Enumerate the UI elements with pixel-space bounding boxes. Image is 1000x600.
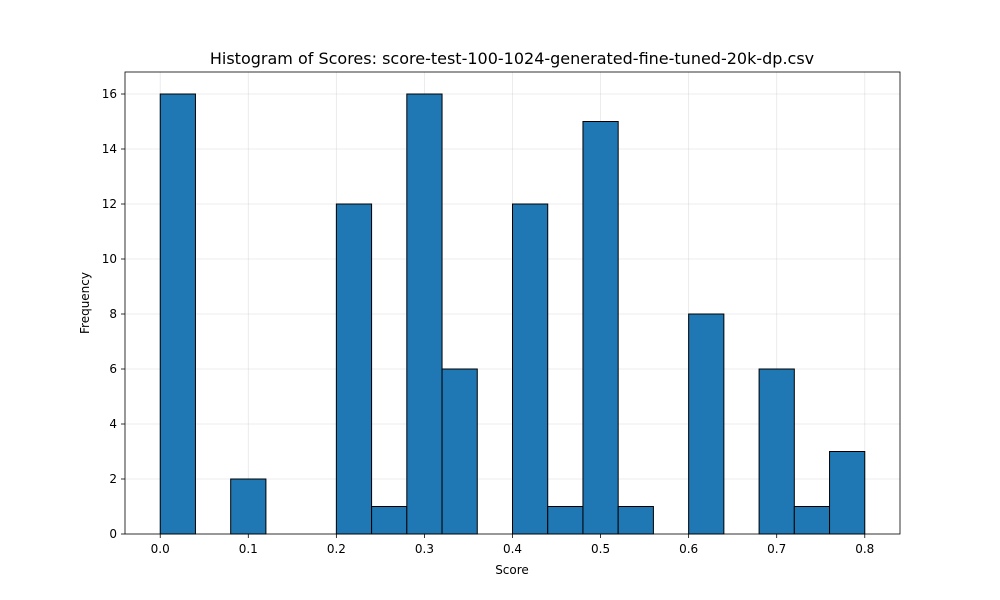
x-tick-label: 0.0 <box>151 542 170 556</box>
y-tick-label: 10 <box>102 252 117 266</box>
x-tick-label: 0.5 <box>591 542 610 556</box>
y-tick-label: 14 <box>102 142 117 156</box>
x-tick-label: 0.2 <box>327 542 346 556</box>
histogram-bar <box>335 203 373 535</box>
x-tick-label: 0.4 <box>503 542 522 556</box>
x-axis-label: Score <box>495 563 529 577</box>
y-tick-label: 6 <box>109 362 117 376</box>
histogram-bars <box>159 93 866 535</box>
x-tick-label: 0.8 <box>855 542 874 556</box>
x-tick-label: 0.1 <box>239 542 258 556</box>
y-tick-label: 4 <box>109 417 117 431</box>
histogram-bar <box>441 368 478 535</box>
histogram-bar <box>547 506 584 535</box>
histogram-bar <box>406 93 443 535</box>
histogram-bar <box>512 203 549 535</box>
y-tick-label: 0 <box>109 527 117 541</box>
histogram-bar <box>582 121 619 535</box>
chart-title: Histogram of Scores: score-test-100-1024… <box>210 49 814 68</box>
y-tick-label: 2 <box>109 472 117 486</box>
histogram-bar <box>793 506 831 535</box>
histogram-bar <box>159 93 196 535</box>
x-tick-label: 0.7 <box>767 542 786 556</box>
x-tick-label: 0.6 <box>679 542 698 556</box>
histogram-bar <box>688 313 725 535</box>
y-axis-label: Frequency <box>78 272 92 334</box>
y-tick-label: 8 <box>109 307 117 321</box>
x-tick-label: 0.3 <box>415 542 434 556</box>
y-tick-label: 12 <box>102 197 117 211</box>
histogram-bar <box>371 506 408 535</box>
histogram-bar <box>829 451 866 535</box>
y-tick-label: 16 <box>102 87 117 101</box>
histogram-bar <box>617 506 654 535</box>
x-axis-ticks: 0.0 0.1 0.2 0.3 0.4 0.5 0.6 0.7 0.8 <box>151 534 874 556</box>
histogram-bar <box>230 478 267 535</box>
y-axis-ticks: 0 2 4 6 8 10 12 14 16 <box>102 87 125 541</box>
histogram-bar <box>758 368 795 535</box>
